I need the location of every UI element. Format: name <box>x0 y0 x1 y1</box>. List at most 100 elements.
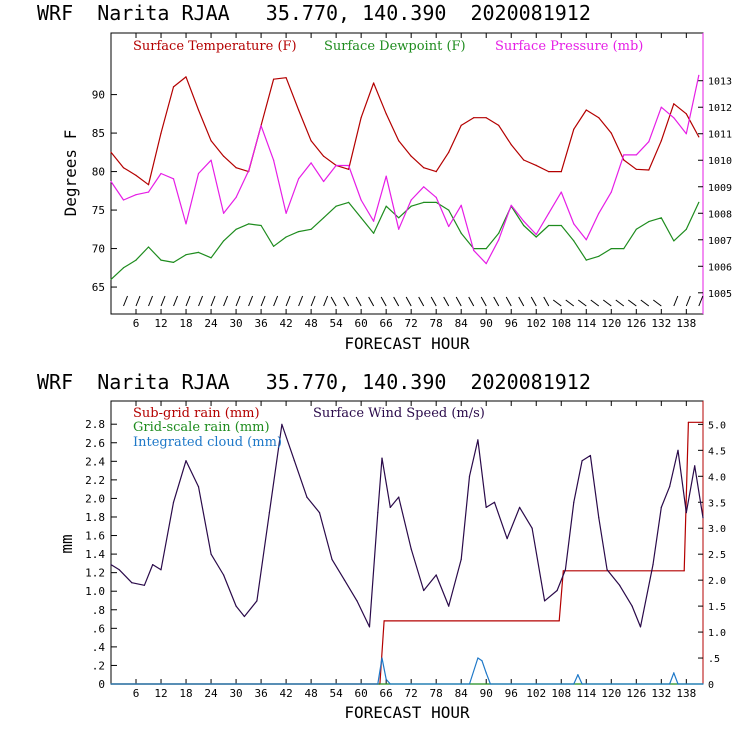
top-surface-pressure-point <box>260 125 262 127</box>
bottom-x-tick-label: 72 <box>405 687 418 700</box>
top-x-tick-label: 48 <box>304 317 317 330</box>
top-panel-title: WRF Narita RJAA 35.770, 140.390 20200819… <box>37 1 591 25</box>
top-y-tick-label: 65 <box>92 281 105 294</box>
wind-barb <box>673 295 679 307</box>
wind-barb <box>698 295 704 307</box>
top-surface-temperature-point <box>498 124 500 126</box>
wind-barb <box>552 299 562 307</box>
top-surface-dewpoint-point <box>248 223 250 225</box>
bottom-surface-wind-speed-point <box>423 589 425 592</box>
bottom-surface-wind-speed-point <box>589 454 592 457</box>
wind-barb <box>430 296 437 307</box>
wind-barb <box>443 296 450 307</box>
bottom-surface-wind-speed-point <box>368 626 371 628</box>
wind-barb <box>653 299 662 307</box>
top-y-right-tick-label: 1008 <box>708 209 732 220</box>
wind-barb <box>310 295 316 307</box>
top-surface-pressure-point <box>698 74 700 76</box>
top-surface-dewpoint-point <box>698 201 700 203</box>
wind-barb <box>480 296 487 307</box>
bottom-y-right-tick-label: 4.0 <box>708 472 726 483</box>
top-surface-pressure-point <box>610 191 612 193</box>
bottom-sub-grid-rain-point <box>687 421 690 423</box>
top-surface-temperature-point <box>310 140 312 142</box>
legend-integrated-cloud: Integrated cloud (mm) <box>133 435 282 450</box>
bottom-surface-wind-speed-point <box>160 569 162 571</box>
wind-barb <box>543 296 550 307</box>
bottom-surface-wind-speed-point <box>606 569 608 571</box>
wind-barb <box>590 299 600 307</box>
bottom-surface-wind-speed-point <box>468 475 471 477</box>
top-surface-dewpoint-point <box>110 278 112 280</box>
top-surface-temperature-point <box>360 117 362 119</box>
top-x-tick-label: 138 <box>676 317 696 330</box>
bottom-surface-wind-speed-point <box>343 579 346 581</box>
bottom-y-right-tick-label: 2.0 <box>708 576 726 587</box>
bottom-x-tick-label: 114 <box>576 687 596 700</box>
top-surface-dewpoint-point <box>260 224 262 227</box>
wind-barb <box>210 295 216 307</box>
top-x-tick-label: 72 <box>405 317 418 330</box>
bottom-surface-wind-speed-point <box>581 460 583 462</box>
top-x-tick-label: 18 <box>179 317 192 330</box>
bottom-surface-wind-speed-point <box>660 506 662 508</box>
bottom-surface-wind-speed-point <box>652 564 654 566</box>
top-surface-pressure-point <box>560 191 562 193</box>
bottom-y-right-tick-label: 4.5 <box>708 446 726 457</box>
bottom-surface-wind-speed-point <box>389 506 391 508</box>
top-surface-pressure-point <box>273 159 275 161</box>
bottom-integrated-cloud-point <box>385 678 387 681</box>
top-x-tick-label: 102 <box>526 317 546 330</box>
bottom-sub-grid-rain-point <box>702 421 704 423</box>
top-surface-pressure-point <box>660 106 662 108</box>
bottom-surface-wind-speed-point <box>410 548 412 550</box>
top-surface-dewpoint-point <box>310 228 312 230</box>
bottom-y-tick-label: 1.8 <box>85 511 105 524</box>
bottom-surface-wind-speed-point <box>235 605 237 607</box>
top-surface-pressure-point <box>685 133 687 135</box>
wind-barb <box>260 295 266 307</box>
top-surface-pressure-point <box>485 263 487 265</box>
bottom-surface-wind-speed-point <box>485 506 487 508</box>
bottom-surface-wind-speed-point <box>118 569 120 571</box>
top-surface-temperature-point <box>135 174 137 176</box>
bottom-surface-wind-speed-point <box>685 511 687 514</box>
top-surface-dewpoint-point <box>210 257 212 259</box>
wind-barb <box>135 295 141 307</box>
top-x-tick-label: 6 <box>133 317 140 330</box>
top-surface-temperature-point <box>423 167 425 169</box>
wind-barb <box>355 296 362 307</box>
top-surface-pressure-point <box>310 162 312 164</box>
wind-barb <box>223 295 229 307</box>
wind-barb <box>298 295 304 307</box>
bottom-surface-wind-speed-point <box>677 449 679 451</box>
top-surface-temperature-point <box>323 155 325 157</box>
top-x-tick-label: 24 <box>204 317 218 330</box>
top-surface-temperature-point <box>348 168 350 170</box>
top-surface-pressure-point <box>298 178 300 180</box>
bottom-x-tick-label: 24 <box>204 687 218 700</box>
top-surface-dewpoint-point <box>610 248 612 250</box>
bottom-integrated-cloud-point <box>489 683 491 685</box>
bottom-x-tick-label: 12 <box>154 687 167 700</box>
top-surface-dewpoint-point <box>147 246 150 248</box>
top-surface-temperature-point <box>210 140 212 142</box>
bottom-y-right-tick-label: 2.5 <box>708 550 726 561</box>
top-x-tick-label: 132 <box>651 317 671 330</box>
top-surface-temperature-point <box>585 109 587 111</box>
top-surface-dewpoint-point <box>673 240 675 242</box>
top-surface-dewpoint-point <box>448 209 450 211</box>
top-surface-pressure-point <box>623 154 625 156</box>
top-surface-pressure-point <box>585 239 587 241</box>
bottom-surface-wind-speed-point <box>460 558 462 561</box>
top-surface-temperature-line <box>110 76 700 186</box>
top-surface-pressure-point <box>473 249 475 251</box>
bottom-surface-wind-speed-point <box>556 589 558 592</box>
top-surface-temperature-point <box>473 117 475 119</box>
bottom-surface-wind-speed-point <box>564 569 567 571</box>
top-surface-pressure-point <box>510 204 512 206</box>
top-surface-dewpoint-line <box>110 201 700 280</box>
top-x-tick-label: 36 <box>254 317 267 330</box>
top-surface-dewpoint-point <box>323 217 325 219</box>
